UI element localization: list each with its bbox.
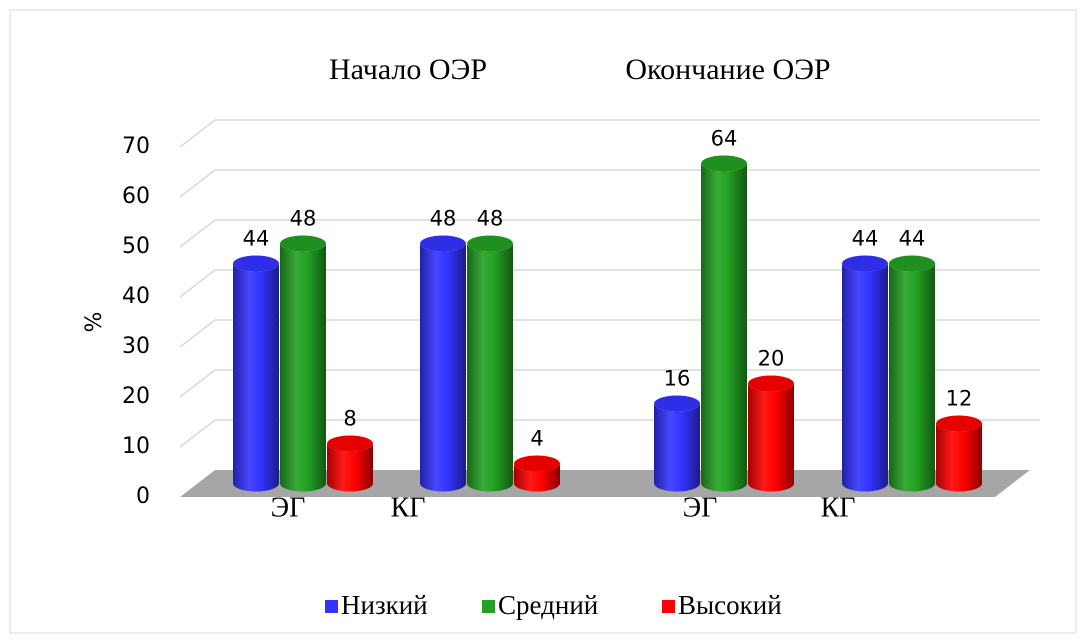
bar [701, 163, 747, 492]
bar-top [748, 375, 794, 392]
legend-swatch [325, 600, 338, 613]
value-label: 48 [477, 207, 504, 231]
y-tick-label: 60 [122, 184, 150, 209]
bar [280, 243, 326, 492]
bar-top [420, 235, 466, 252]
grid-line [179, 219, 1040, 248]
x-tick-label: ЭГ [271, 492, 306, 523]
x-tick-label: КГ [821, 492, 856, 523]
legend-label: Низкий [341, 590, 428, 620]
y-tick-label: 30 [122, 334, 150, 359]
bar [233, 263, 279, 492]
y-tick-label: 10 [122, 434, 150, 459]
value-label: 48 [290, 207, 317, 231]
bar [842, 263, 888, 492]
bar [748, 383, 794, 492]
bar-top [842, 255, 888, 272]
x-tick-label: ЭГ [683, 492, 718, 523]
legend-swatch [482, 600, 495, 613]
bar [936, 423, 982, 492]
value-label: 48 [430, 207, 457, 231]
legend-swatch [662, 600, 675, 613]
grid-line [179, 319, 1040, 348]
value-label: 8 [343, 407, 356, 431]
bar-top [327, 435, 373, 452]
value-label: 16 [664, 367, 691, 391]
bar-top [514, 455, 560, 472]
grid-line [179, 269, 1040, 298]
bar [420, 243, 466, 492]
value-label: 20 [758, 347, 785, 371]
y-axis-label: % [82, 312, 107, 333]
bar-top [233, 255, 279, 272]
value-label: 44 [899, 227, 926, 251]
group-label: Окончание ОЭР [625, 53, 830, 86]
value-label: 44 [852, 227, 879, 251]
value-label: 12 [946, 387, 973, 411]
y-tick-label: 0 [136, 484, 150, 509]
value-label: 44 [243, 227, 270, 251]
bar [654, 403, 700, 492]
floor [180, 470, 1030, 497]
grid-line [179, 369, 1040, 398]
bar [514, 463, 560, 492]
legend-label: Средний [498, 590, 598, 620]
bar-top [280, 235, 326, 252]
value-label: 64 [711, 127, 738, 151]
group-label: Начало ОЭР [329, 53, 487, 86]
y-tick-label: 40 [122, 284, 150, 309]
bar-top [889, 255, 935, 272]
bar [889, 263, 935, 492]
bar [327, 443, 373, 492]
y-tick-label: 50 [122, 234, 150, 259]
grid-line [179, 169, 1040, 198]
y-tick-label: 20 [122, 384, 150, 409]
bar-top [467, 235, 513, 252]
value-label: 4 [530, 427, 543, 451]
bar-top [654, 395, 700, 412]
legend-label: Высокий [678, 590, 782, 620]
y-tick-label: 70 [122, 134, 150, 159]
bar [467, 243, 513, 492]
x-tick-label: КГ [391, 492, 426, 523]
bar-top [701, 155, 747, 172]
grid-line [179, 119, 1040, 148]
bar-top [936, 415, 982, 432]
